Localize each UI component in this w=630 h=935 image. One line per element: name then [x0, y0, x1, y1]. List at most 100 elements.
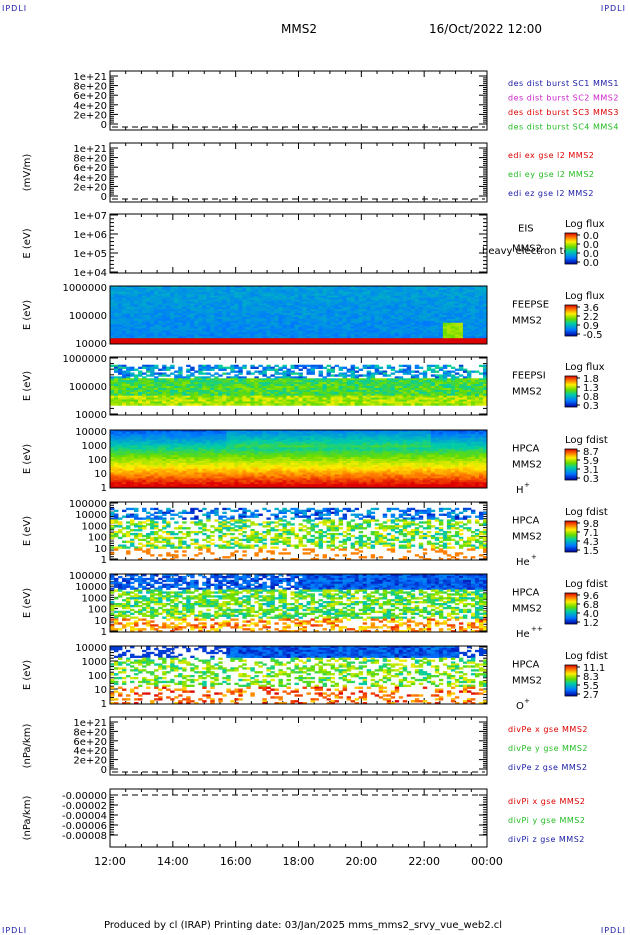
spectrogram-cell	[319, 367, 323, 369]
spectrogram-cell	[307, 403, 311, 405]
spectrogram-cell	[126, 403, 130, 405]
spectrogram-cell	[363, 403, 367, 405]
panel-3-ytick-label: 1000000	[62, 283, 107, 294]
spectrogram-cell	[311, 372, 315, 374]
spectrogram-cell	[206, 369, 210, 371]
spectrogram-cell	[363, 367, 367, 369]
spectrogram-cell	[146, 374, 150, 376]
spectrogram-cell	[150, 403, 154, 405]
spectrogram-cell	[146, 403, 150, 405]
spectrogram-cell	[166, 374, 170, 376]
spectrogram-cell	[122, 403, 126, 405]
panel-1-legend-entry: edi ez gse l2 MMS2	[508, 189, 594, 198]
spectrogram-cell	[294, 403, 298, 405]
panel-3-ytick-label: 100000	[69, 311, 107, 322]
spectrogram-cell	[387, 374, 391, 376]
spectrogram-cell	[359, 374, 363, 376]
spectrogram-cell	[230, 371, 234, 373]
panel-1-legend-entry: edi ey gse l2 MMS2	[508, 170, 595, 179]
spectrogram-cell	[130, 369, 134, 371]
spectrogram-cell	[347, 371, 351, 373]
spectrogram-cell	[290, 403, 294, 405]
spectrogram-cell	[274, 403, 278, 405]
spectrogram-cell	[399, 371, 403, 373]
spectrogram-cell	[202, 403, 206, 405]
spectrogram-cell	[198, 372, 202, 374]
panel-2-frame	[110, 214, 487, 273]
spectrogram-cell	[371, 403, 375, 405]
spectrogram-cell	[182, 403, 186, 405]
spectrogram-cell	[134, 403, 138, 405]
spectrogram-cell	[351, 403, 355, 405]
panel-2-ytick-label: 1e+06	[73, 230, 107, 241]
spectrogram-cell	[294, 367, 298, 369]
spectrogram-cell	[170, 372, 174, 374]
panel-2-ytick-label: 1e+05	[73, 249, 107, 260]
spectrogram-cell	[359, 403, 363, 405]
panel-4-spectrogram	[110, 365, 487, 406]
spectrogram-cell	[343, 403, 347, 405]
spectrogram-cell	[110, 365, 114, 367]
spectrogram-cell	[339, 374, 343, 376]
panel-0-frame	[110, 71, 487, 130]
panel-2-overlay-label: heavy electron to	[482, 246, 570, 257]
spectrogram-cell	[479, 365, 483, 367]
spectrogram-cell	[154, 372, 158, 374]
spectrogram-cell	[303, 367, 307, 369]
spectrogram-cell	[198, 403, 202, 405]
spectrogram-cell	[435, 403, 439, 405]
panel-3-ylabel: E (eV)	[22, 300, 33, 330]
spectrogram-cell	[226, 372, 230, 374]
spectrogram-cell	[214, 372, 218, 374]
spectrogram-cell	[206, 372, 210, 374]
spectrogram-cell	[142, 372, 146, 374]
spectrogram-cell	[154, 367, 158, 369]
spectrogram-cell	[230, 403, 234, 405]
spectrogram-cell	[258, 365, 262, 367]
spectrogram-cell	[202, 369, 206, 371]
panel-3-spacecraft-label: MMS2	[512, 315, 542, 326]
spectrogram-cell	[162, 374, 166, 376]
spectrogram-cell	[210, 374, 214, 376]
spectrogram-cell	[266, 369, 270, 371]
spectrogram-cell	[130, 374, 134, 376]
spectrogram-cell	[194, 371, 198, 373]
panel-4-ytick-label: 10000	[75, 410, 107, 421]
spectrogram-cell	[274, 372, 278, 374]
spectrogram-cell	[411, 371, 415, 373]
spectrogram-cell	[335, 374, 339, 376]
spectrogram-cell	[451, 367, 455, 369]
spectrogram-cell	[459, 403, 463, 405]
spectrogram-cell	[146, 371, 150, 373]
spectrogram-cell	[395, 371, 399, 373]
spectrogram-cell	[463, 371, 467, 373]
spectrogram-cell	[142, 403, 146, 405]
spectrogram-cell	[367, 403, 371, 405]
spectrogram-cell	[218, 374, 222, 376]
panel-2-colorbar-tick-label: 0.0	[583, 258, 599, 269]
spectrogram-cell	[479, 372, 483, 374]
spectrogram-cell	[162, 403, 166, 405]
spectrogram-cell	[471, 403, 475, 405]
spectrogram-cell	[162, 369, 166, 371]
spectrogram-cell	[238, 372, 242, 374]
spectrogram-cell	[170, 403, 174, 405]
spectrogram-cell	[214, 403, 218, 405]
spectrogram-cell	[407, 372, 411, 374]
spectrogram-cell	[319, 403, 323, 405]
spectrogram-cell	[327, 374, 331, 376]
spectrogram-cell	[343, 367, 347, 369]
spectrogram-cell	[347, 403, 351, 405]
spectrogram-cell	[339, 369, 343, 371]
spectrogram-cell	[403, 365, 407, 367]
spectrogram-cell	[218, 369, 222, 371]
spectrogram-cell	[379, 372, 383, 374]
spectrogram-cell	[475, 403, 479, 405]
spectrogram-cell	[447, 365, 451, 367]
spectrogram-cell	[391, 369, 395, 371]
spectrogram-cell	[419, 403, 423, 405]
panel-1-frame	[110, 143, 487, 202]
spectrogram-cell	[222, 369, 226, 371]
spectrogram-cell	[258, 403, 262, 405]
